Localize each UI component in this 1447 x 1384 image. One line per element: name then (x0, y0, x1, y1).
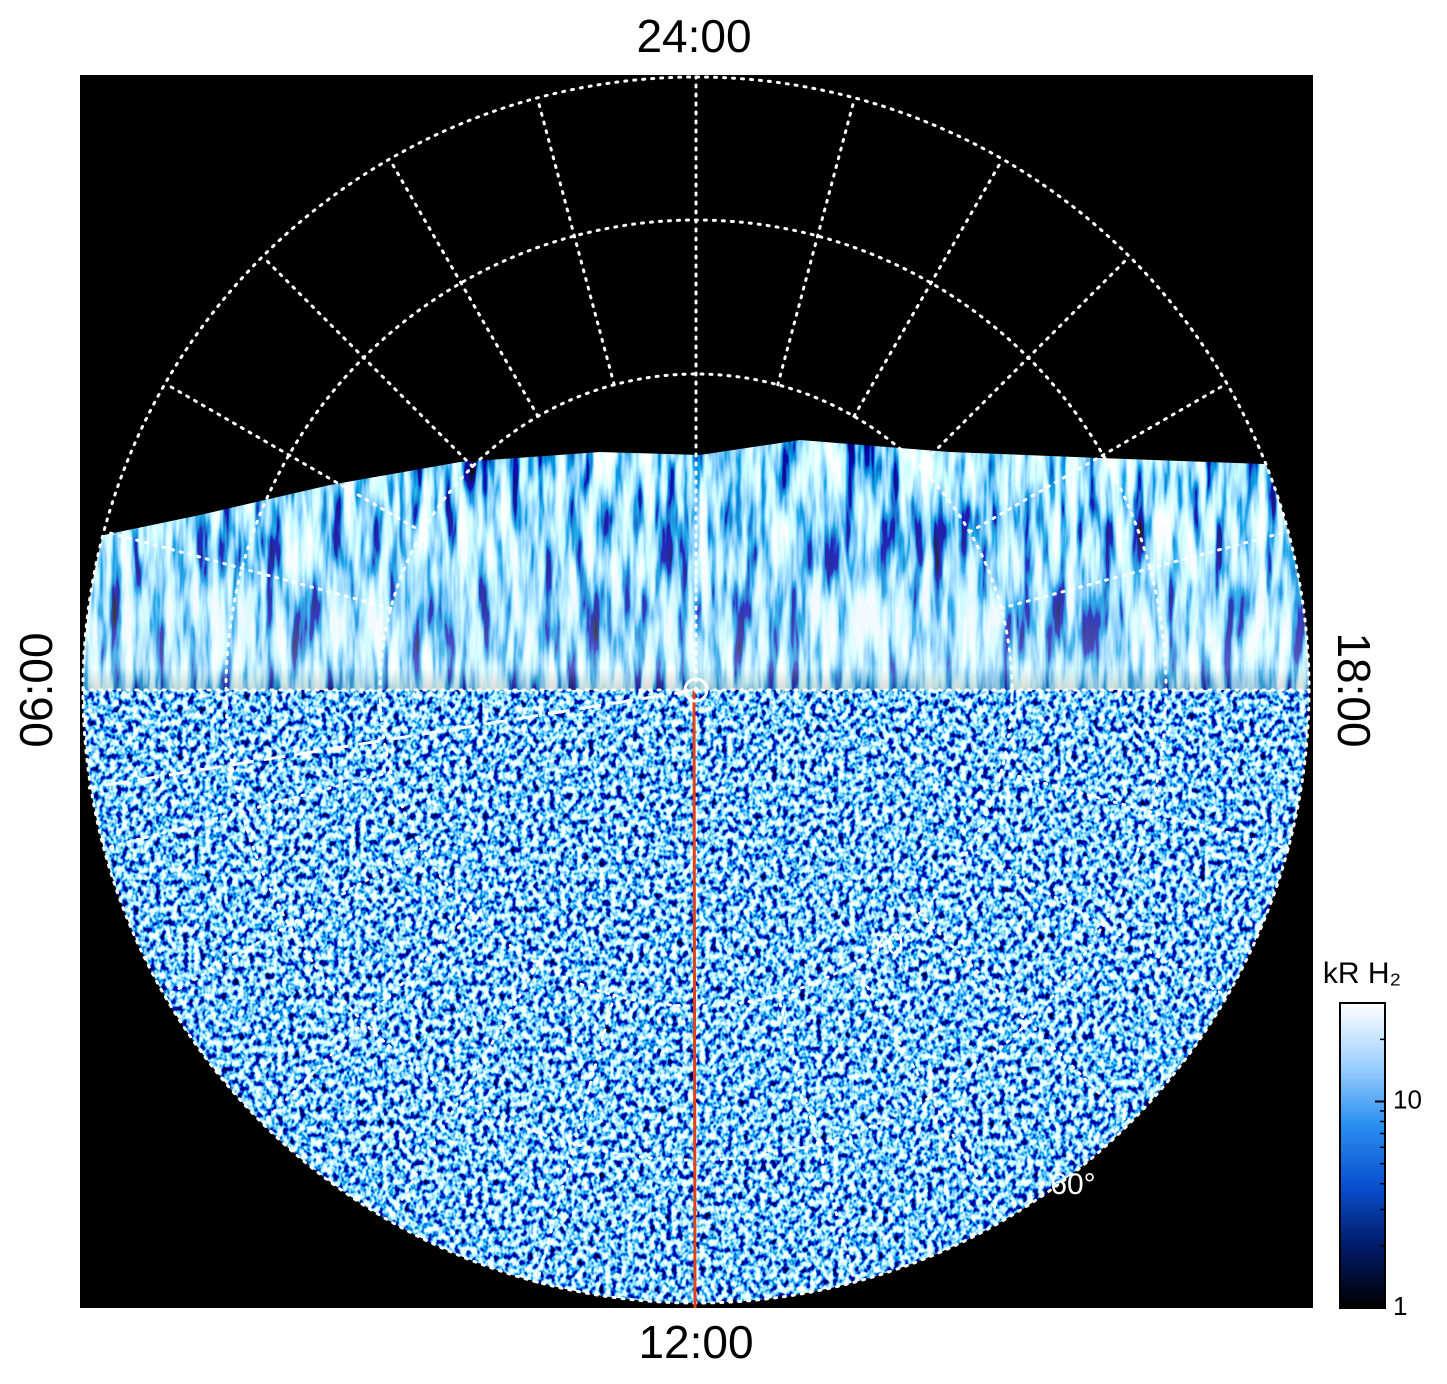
lt-label: 12:00 (638, 1316, 753, 1368)
pole-marker (683, 677, 709, 703)
lt-label: 18:00 (1328, 632, 1380, 747)
colorbar-tick-label: 10 (1393, 1084, 1422, 1114)
colorbar-tick-label: 1 (1393, 1291, 1407, 1321)
red-line (692, 689, 697, 1309)
latitude-label: 60° (1050, 1168, 1095, 1201)
colorbar-label: kR H₂ (1323, 957, 1401, 990)
latitude-label: 70° (870, 928, 915, 961)
lt-label: 06:00 (10, 632, 62, 747)
dashed-line (87, 688, 697, 790)
lt-label: 24:00 (636, 10, 751, 62)
pole-marker-dot (693, 687, 699, 693)
colorbar (1339, 1002, 1386, 1309)
